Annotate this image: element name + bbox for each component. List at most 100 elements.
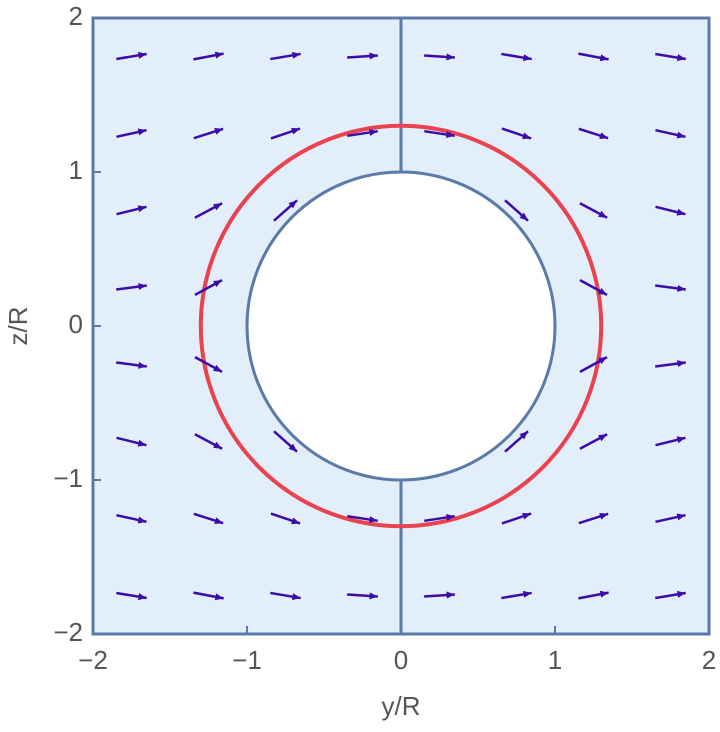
arrow <box>578 512 609 525</box>
arrow <box>347 592 378 600</box>
arrow <box>579 202 608 219</box>
arrow-head <box>446 53 455 61</box>
arrow-head <box>676 590 686 598</box>
arrow <box>273 199 298 222</box>
arrow <box>501 52 532 62</box>
arrow-head <box>599 512 609 520</box>
arrow-head <box>522 590 532 598</box>
arrow-head <box>446 131 455 139</box>
arrow-head <box>137 128 147 136</box>
x-tick-label: −1 <box>232 645 262 675</box>
arrow <box>578 52 609 62</box>
arrow <box>579 355 608 374</box>
arrow-head <box>676 131 686 139</box>
arrow-head <box>291 51 301 59</box>
arrow-head <box>137 51 147 59</box>
arrow <box>504 199 529 222</box>
y-tick-label: 1 <box>69 155 83 185</box>
arrow <box>116 205 147 216</box>
arrow <box>655 205 686 216</box>
arrow <box>116 591 147 601</box>
x-axis-label: y/R <box>382 691 421 721</box>
arrow <box>655 590 686 600</box>
arrow <box>194 202 223 219</box>
arrow <box>579 433 608 450</box>
arrow <box>504 430 529 453</box>
arrow <box>655 284 686 292</box>
arrow-head <box>288 200 298 209</box>
arrow-head <box>598 210 608 218</box>
y-tick-label: −1 <box>53 463 83 493</box>
arrow-head <box>137 205 147 213</box>
arrow-head <box>137 593 147 601</box>
arrow <box>270 512 301 525</box>
arrow <box>270 127 301 140</box>
arrow-head <box>213 280 223 288</box>
arrow <box>578 127 609 140</box>
arrow <box>424 53 455 61</box>
arrow <box>193 127 224 140</box>
arrow-head <box>137 516 147 524</box>
arrow-head <box>214 51 224 59</box>
arrow <box>193 512 224 525</box>
arrow <box>424 591 455 599</box>
arrow-head <box>138 283 147 291</box>
arrow-head <box>677 360 686 368</box>
arrow-head <box>291 127 301 135</box>
arrow <box>655 128 686 139</box>
arrow-head <box>519 212 529 221</box>
arrow <box>347 514 378 524</box>
y-tick-label: 0 <box>69 309 83 339</box>
arrow <box>116 128 147 139</box>
arrow-head <box>676 513 686 521</box>
arrow <box>116 283 147 291</box>
arrow-head <box>291 517 301 525</box>
arrow-head <box>213 364 223 372</box>
x-tick-label: 0 <box>394 645 408 675</box>
arrow-head <box>522 512 532 520</box>
arrow <box>424 513 455 523</box>
arrow <box>194 433 223 450</box>
arrow-head <box>214 127 224 135</box>
arrow-head <box>137 439 147 447</box>
arrow <box>116 436 147 447</box>
arrow-head <box>138 361 147 369</box>
arrow <box>194 355 223 374</box>
arrow <box>194 278 223 297</box>
arrow-head <box>598 434 608 442</box>
arrow <box>655 513 686 524</box>
arrow <box>347 52 378 60</box>
y-tick-label: 2 <box>69 1 83 31</box>
arrow-head <box>446 513 455 521</box>
arrow-head <box>599 590 609 598</box>
arrow <box>193 51 224 61</box>
arrow-head <box>369 128 378 136</box>
arrow-head <box>676 436 686 444</box>
arrow <box>655 52 686 62</box>
arrow <box>270 591 301 601</box>
arrow-head <box>522 54 532 62</box>
arrow-head <box>677 284 686 292</box>
arrow-head <box>519 431 529 440</box>
arrow-head <box>522 132 532 140</box>
arrow-head <box>288 443 298 452</box>
arrow <box>501 512 532 525</box>
contour <box>198 123 604 529</box>
arrow-head <box>369 516 378 524</box>
arrow <box>273 430 298 453</box>
arrow <box>578 590 609 600</box>
x-tick-label: 2 <box>702 645 716 675</box>
x-tick-label: 1 <box>548 645 562 675</box>
arrow <box>655 360 686 368</box>
arrow <box>116 361 147 369</box>
arrow-head <box>214 517 224 525</box>
arrow <box>424 129 455 139</box>
arrow-head <box>213 441 223 449</box>
arrow-head <box>599 132 609 140</box>
y-axis-label: z/R <box>3 307 33 346</box>
arrow-head <box>676 208 686 216</box>
obstacle <box>245 170 557 482</box>
arrow <box>116 51 147 61</box>
y-tick-label: −2 <box>53 617 83 647</box>
arrow <box>347 128 378 138</box>
